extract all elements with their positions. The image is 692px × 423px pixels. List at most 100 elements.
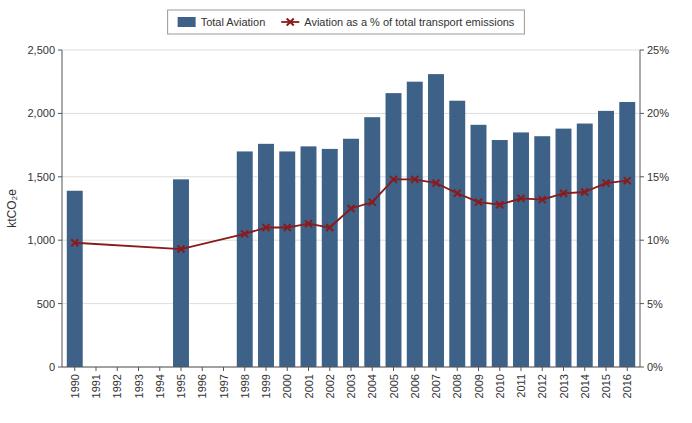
marker [326, 224, 333, 231]
tick [372, 367, 373, 371]
tick-label: 0 [49, 361, 55, 373]
tick-label: 1997 [218, 374, 230, 398]
tick-label: 1,000 [27, 234, 55, 246]
tick [640, 50, 644, 51]
bar [492, 140, 508, 367]
tick-label: 2016 [621, 374, 633, 398]
tick-label: 15% [647, 171, 669, 183]
grid [62, 50, 640, 367]
tick [244, 367, 245, 371]
marker [241, 230, 248, 237]
bar [301, 146, 317, 367]
tick-label: 2015 [600, 374, 612, 398]
tick-label: 2010 [494, 374, 506, 398]
bar [386, 93, 402, 367]
tick [58, 240, 62, 241]
tick [58, 367, 62, 368]
tick-label: 25% [647, 44, 669, 56]
tick [223, 367, 224, 371]
bar [237, 151, 253, 367]
tick-label: 1996 [196, 374, 208, 398]
marker [305, 220, 312, 227]
bar [577, 124, 593, 367]
bar [279, 151, 295, 367]
marker [433, 180, 440, 187]
tick [159, 367, 160, 371]
x-ticks: 1990199119921993199419951996199719981999… [69, 367, 634, 398]
tick-label: 0% [647, 361, 663, 373]
bar [513, 132, 529, 367]
tick [640, 113, 644, 114]
marker [475, 199, 482, 206]
tick-label: 2014 [579, 374, 591, 398]
bar [343, 139, 359, 367]
tick-label: 2007 [430, 374, 442, 398]
tick-label: 5% [647, 298, 663, 310]
tick [640, 303, 644, 304]
tick [58, 303, 62, 304]
marker [178, 246, 185, 253]
tick [58, 176, 62, 177]
tick [640, 176, 644, 177]
tick [640, 367, 644, 368]
marker [603, 180, 610, 187]
tick-label: 2013 [558, 374, 570, 398]
tick-label: 10% [647, 234, 669, 246]
tick-label: 2006 [409, 374, 421, 398]
tick-label: 2011 [515, 374, 527, 398]
tick [181, 367, 182, 371]
tick [58, 113, 62, 114]
tick-label: 1994 [154, 374, 166, 398]
tick [414, 367, 415, 371]
tick [74, 367, 75, 371]
legend-swatch [178, 17, 196, 27]
grid-line [62, 113, 640, 114]
y2-axis [640, 50, 641, 367]
marker [496, 201, 503, 208]
marker [71, 239, 78, 246]
y-axis-label: ktCO₂e [5, 189, 19, 228]
tick-label: 20% [647, 107, 669, 119]
legend: Total Aviation Aviation as a % of total t… [168, 10, 525, 34]
marker [263, 224, 270, 231]
tick [351, 367, 352, 371]
tick-label: 1999 [260, 374, 272, 398]
tick-label: 1,500 [27, 171, 55, 183]
tick-label: 2002 [324, 374, 336, 398]
bar [471, 125, 487, 367]
tick-label: 1993 [133, 374, 145, 398]
bar [322, 149, 338, 367]
tick-label: 2003 [345, 374, 357, 398]
legend-item: Total Aviation [178, 16, 266, 28]
marker [348, 205, 355, 212]
tick-label: 2004 [366, 374, 378, 398]
bar [598, 111, 614, 367]
legend-frame [168, 10, 525, 34]
tick-label: 1990 [69, 374, 81, 398]
tick [117, 367, 118, 371]
tick-label: 2008 [451, 374, 463, 398]
marker [581, 189, 588, 196]
tick-label: 2,500 [27, 44, 55, 56]
marker [411, 176, 418, 183]
tick [138, 367, 139, 371]
bar [534, 136, 550, 367]
y-axis [62, 50, 63, 367]
legend-label: Total Aviation [201, 16, 266, 28]
legend-label: Aviation as a % of total transport emiss… [304, 16, 515, 28]
tick-label: 1992 [111, 374, 123, 398]
bar [449, 101, 465, 367]
marker [284, 224, 291, 231]
tick-label: 1995 [175, 374, 187, 398]
tick-label: 2005 [388, 374, 400, 398]
marker [518, 195, 525, 202]
bar [67, 191, 83, 367]
tick [499, 367, 500, 371]
tick [457, 367, 458, 371]
tick [329, 367, 330, 371]
tick-label: 2000 [281, 374, 293, 398]
marker [560, 190, 567, 197]
y-ticks: 05001,0001,5002,0002,500 [27, 44, 62, 373]
tick [563, 367, 564, 371]
marker [369, 199, 376, 206]
